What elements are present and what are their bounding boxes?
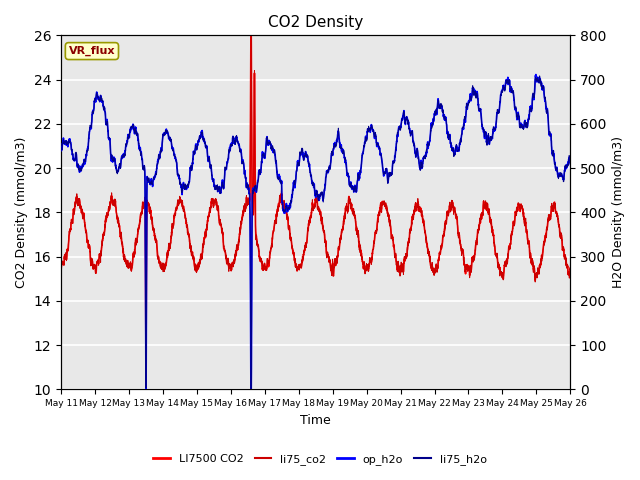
X-axis label: Time: Time xyxy=(300,414,331,427)
Text: VR_flux: VR_flux xyxy=(68,46,115,56)
Title: CO2 Density: CO2 Density xyxy=(268,15,364,30)
Y-axis label: H2O Density (mmol/m3): H2O Density (mmol/m3) xyxy=(612,136,625,288)
Y-axis label: CO2 Density (mmol/m3): CO2 Density (mmol/m3) xyxy=(15,137,28,288)
Legend: LI7500 CO2, li75_co2, op_h2o, li75_h2o: LI7500 CO2, li75_co2, op_h2o, li75_h2o xyxy=(148,450,492,469)
